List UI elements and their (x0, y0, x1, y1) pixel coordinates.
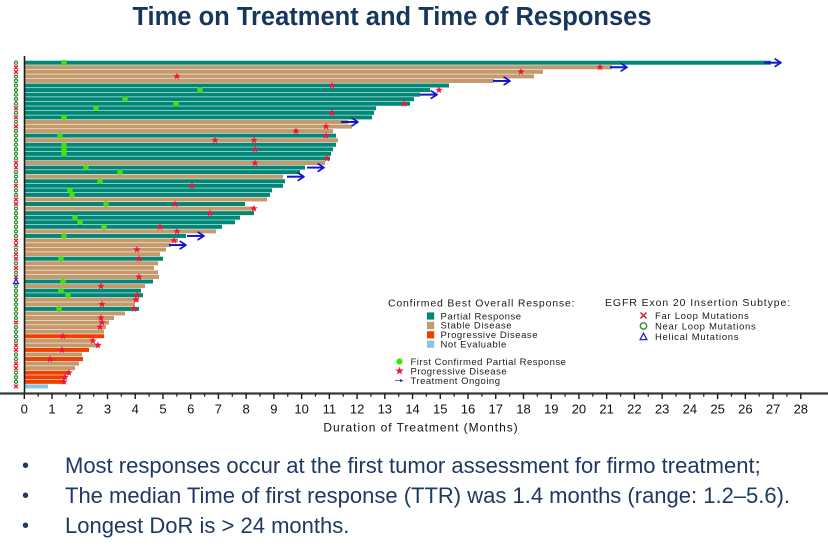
svg-text:16: 16 (461, 402, 475, 417)
svg-text:14: 14 (405, 402, 419, 417)
svg-text:First Confirmed Partial Respon: First Confirmed Partial Response (411, 357, 567, 368)
svg-text:4: 4 (132, 402, 139, 417)
svg-text:19: 19 (544, 402, 558, 417)
svg-text:Near Loop Mutations: Near Loop Mutations (655, 321, 757, 332)
svg-text:Stable Disease: Stable Disease (441, 321, 513, 332)
svg-text:28: 28 (794, 402, 808, 417)
svg-text:9: 9 (270, 402, 277, 417)
svg-text:18: 18 (516, 402, 530, 417)
svg-text:1: 1 (48, 402, 55, 417)
svg-text:Confirmed Best Overall Respons: Confirmed Best Overall Response: (388, 298, 575, 310)
svg-text:25: 25 (710, 402, 724, 417)
svg-text:Duration of Treatment (Months): Duration of Treatment (Months) (323, 421, 518, 435)
svg-text:10: 10 (294, 402, 308, 417)
svg-text:22: 22 (627, 402, 641, 417)
svg-text:3: 3 (104, 402, 111, 417)
svg-text:Helical Mutations: Helical Mutations (655, 332, 739, 343)
svg-text:11: 11 (323, 402, 337, 417)
svg-text:6: 6 (187, 402, 194, 417)
svg-text:12: 12 (350, 402, 364, 417)
svg-text:2: 2 (76, 402, 83, 417)
svg-text:Progressive Disease: Progressive Disease (411, 366, 508, 377)
svg-text:0: 0 (21, 402, 28, 417)
svg-text:8: 8 (243, 402, 250, 417)
svg-text:5: 5 (159, 402, 166, 417)
svg-text:20: 20 (572, 402, 586, 417)
svg-text:EGFR Exon 20 Insertion Subtype: EGFR Exon 20 Insertion Subtype: (605, 297, 791, 309)
svg-text:Progressive Disease: Progressive Disease (441, 330, 539, 341)
svg-text:Far Loop Mutations: Far Loop Mutations (655, 311, 749, 322)
svg-text:26: 26 (738, 402, 752, 417)
svg-text:21: 21 (599, 402, 613, 417)
svg-text:13: 13 (378, 402, 392, 417)
svg-text:15: 15 (433, 402, 447, 417)
svg-text:23: 23 (655, 402, 669, 417)
svg-text:Partial Response: Partial Response (441, 311, 522, 322)
svg-text:27: 27 (766, 402, 780, 417)
svg-text:24: 24 (683, 402, 697, 417)
svg-text:Not Evaluable: Not Evaluable (441, 340, 507, 351)
svg-text:7: 7 (215, 402, 222, 417)
svg-text:17: 17 (489, 402, 503, 417)
svg-text:Treatment Ongoing: Treatment Ongoing (411, 376, 501, 387)
